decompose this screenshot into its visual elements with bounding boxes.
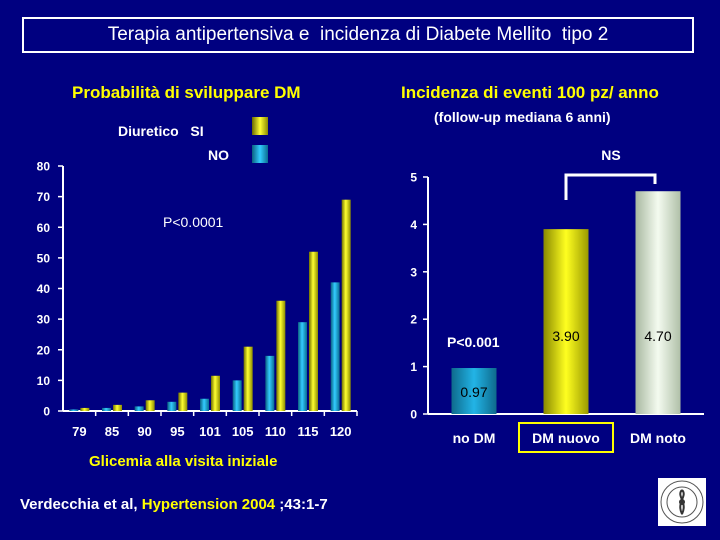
x-tick-label: 90 bbox=[137, 424, 151, 439]
bar-no bbox=[265, 355, 275, 411]
y-tick-label: 20 bbox=[37, 343, 51, 357]
bar-si bbox=[80, 407, 90, 411]
data-label: 3.90 bbox=[552, 328, 579, 344]
bar-no bbox=[134, 406, 144, 411]
ns-bracket bbox=[564, 173, 657, 200]
x-tick-label: 79 bbox=[72, 424, 86, 439]
bar-no bbox=[167, 401, 177, 411]
right-chart-title: Incidenza di eventi 100 pz/ anno bbox=[401, 83, 659, 102]
bar-dm-noto bbox=[635, 191, 681, 414]
y-tick-label: 2 bbox=[410, 313, 417, 327]
left-chart: 0 10 20 30 40 50 60 70 80 79 85 90 95 101 105 110 115 120… bbox=[37, 160, 358, 439]
y-tick-label: 4 bbox=[410, 218, 417, 232]
y-tick-label: 40 bbox=[37, 282, 51, 296]
bar-no bbox=[232, 380, 242, 411]
citation-volume: ;43:1-7 bbox=[275, 496, 328, 513]
bar-si bbox=[211, 375, 220, 411]
y-tick-label: 30 bbox=[37, 313, 51, 327]
highlight-box bbox=[518, 422, 614, 453]
p-value-annotation: P<0.001 bbox=[447, 334, 500, 350]
bar-no bbox=[200, 398, 209, 411]
bar-si bbox=[341, 199, 351, 411]
x-tick-label: DM noto bbox=[630, 430, 686, 446]
x-tick-label: no DM bbox=[453, 430, 496, 446]
data-label: 0.97 bbox=[460, 384, 487, 400]
legend-no: NO bbox=[208, 147, 229, 163]
bar-no bbox=[298, 322, 307, 411]
bar-si bbox=[309, 251, 318, 411]
y-tick-label: 50 bbox=[37, 251, 51, 265]
legend-title: Diuretico bbox=[118, 123, 179, 139]
bar-si bbox=[243, 346, 253, 411]
y-tick-label: 10 bbox=[37, 374, 51, 388]
ns-annotation: NS bbox=[601, 147, 620, 163]
y-tick-label: 0 bbox=[43, 405, 50, 419]
y-tick-label: 80 bbox=[37, 160, 51, 174]
x-tick-label: DM nuovo bbox=[532, 430, 600, 446]
right-chart-subtitle: (follow-up mediana 6 anni) bbox=[434, 109, 611, 125]
x-tick-label: 110 bbox=[265, 424, 286, 439]
bar-si bbox=[276, 300, 286, 411]
legend-si-swatch bbox=[252, 117, 268, 135]
bar-si bbox=[145, 400, 155, 411]
legend-si: Diuretico SI bbox=[118, 123, 204, 139]
bar-dm-nuovo bbox=[543, 229, 589, 414]
x-tick-label: 105 bbox=[232, 424, 254, 439]
x-tick-label: 85 bbox=[105, 424, 119, 439]
x-tick-label: 115 bbox=[298, 424, 319, 439]
y-tick-label: 0 bbox=[410, 408, 417, 422]
x-tick-label: 101 bbox=[199, 424, 221, 439]
citation-journal: Hypertension 2004 bbox=[141, 496, 276, 513]
y-tick-label: 60 bbox=[37, 221, 51, 235]
right-chart: 0 1 2 3 4 5 0.97 no DM 3.90 DM nuovo 4.70 DM noto P<… bbox=[410, 147, 704, 453]
citation: Verdecchia et al, Hypertension 2004 ;43:… bbox=[20, 496, 328, 513]
x-tick-label: 95 bbox=[170, 424, 184, 439]
left-chart-title: Probabilità di sviluppare DM bbox=[72, 83, 301, 102]
data-label: 4.70 bbox=[644, 328, 671, 344]
legend-si-name: SI bbox=[190, 123, 204, 139]
y-tick-label: 5 bbox=[410, 171, 417, 185]
bar-si bbox=[178, 392, 188, 411]
university-seal-logo bbox=[658, 478, 706, 526]
p-value-annotation: P<0.0001 bbox=[163, 214, 224, 230]
bar-no bbox=[330, 282, 340, 411]
slide-title: Terapia antipertensiva e incidenza di Di… bbox=[22, 17, 694, 53]
x-tick-label: 120 bbox=[330, 424, 352, 439]
y-tick-label: 1 bbox=[410, 360, 417, 374]
y-tick-label: 3 bbox=[410, 265, 417, 279]
y-tick-label: 70 bbox=[37, 190, 51, 204]
bar-no bbox=[102, 407, 111, 411]
citation-authors: Verdecchia et al, bbox=[20, 496, 142, 513]
legend-no-swatch bbox=[252, 145, 268, 163]
bar-no-dm bbox=[451, 368, 497, 414]
bar-no bbox=[69, 409, 79, 411]
bar-si bbox=[113, 404, 122, 411]
left-chart-xlabel: Glicemia alla visita iniziale bbox=[89, 453, 278, 470]
